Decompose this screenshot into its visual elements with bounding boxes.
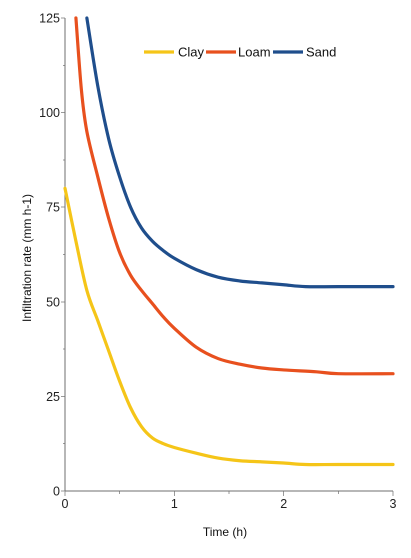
- x-tick-label: 2: [280, 497, 287, 511]
- y-axis-title: Infiltration rate (mm h-1): [20, 194, 34, 322]
- x-axis-title: Time (h): [203, 525, 247, 539]
- legend-label-clay: Clay: [178, 45, 205, 60]
- y-axis-ticks: 0 25 50 75 100 125: [39, 12, 65, 499]
- y-tick-label: 125: [39, 12, 60, 26]
- legend-label-sand: Sand: [306, 45, 336, 60]
- x-axis-ticks: 0 1 2 3: [62, 491, 397, 511]
- x-tick-label: 0: [62, 497, 69, 511]
- y-tick-label: 100: [39, 106, 60, 120]
- series-line-loam: [74, 16, 395, 376]
- series-line-clay: [63, 186, 395, 467]
- legend: Clay Loam Sand: [144, 45, 336, 60]
- y-tick-label: 25: [46, 390, 60, 404]
- y-tick-label: 50: [46, 295, 60, 309]
- y-tick-label: 0: [53, 485, 60, 499]
- series-layer: [63, 16, 395, 467]
- series-line-sand: [85, 16, 395, 289]
- y-tick-label: 75: [46, 201, 60, 215]
- x-tick-label: 1: [171, 497, 178, 511]
- legend-label-loam: Loam: [238, 45, 271, 60]
- x-tick-label: 3: [390, 497, 397, 511]
